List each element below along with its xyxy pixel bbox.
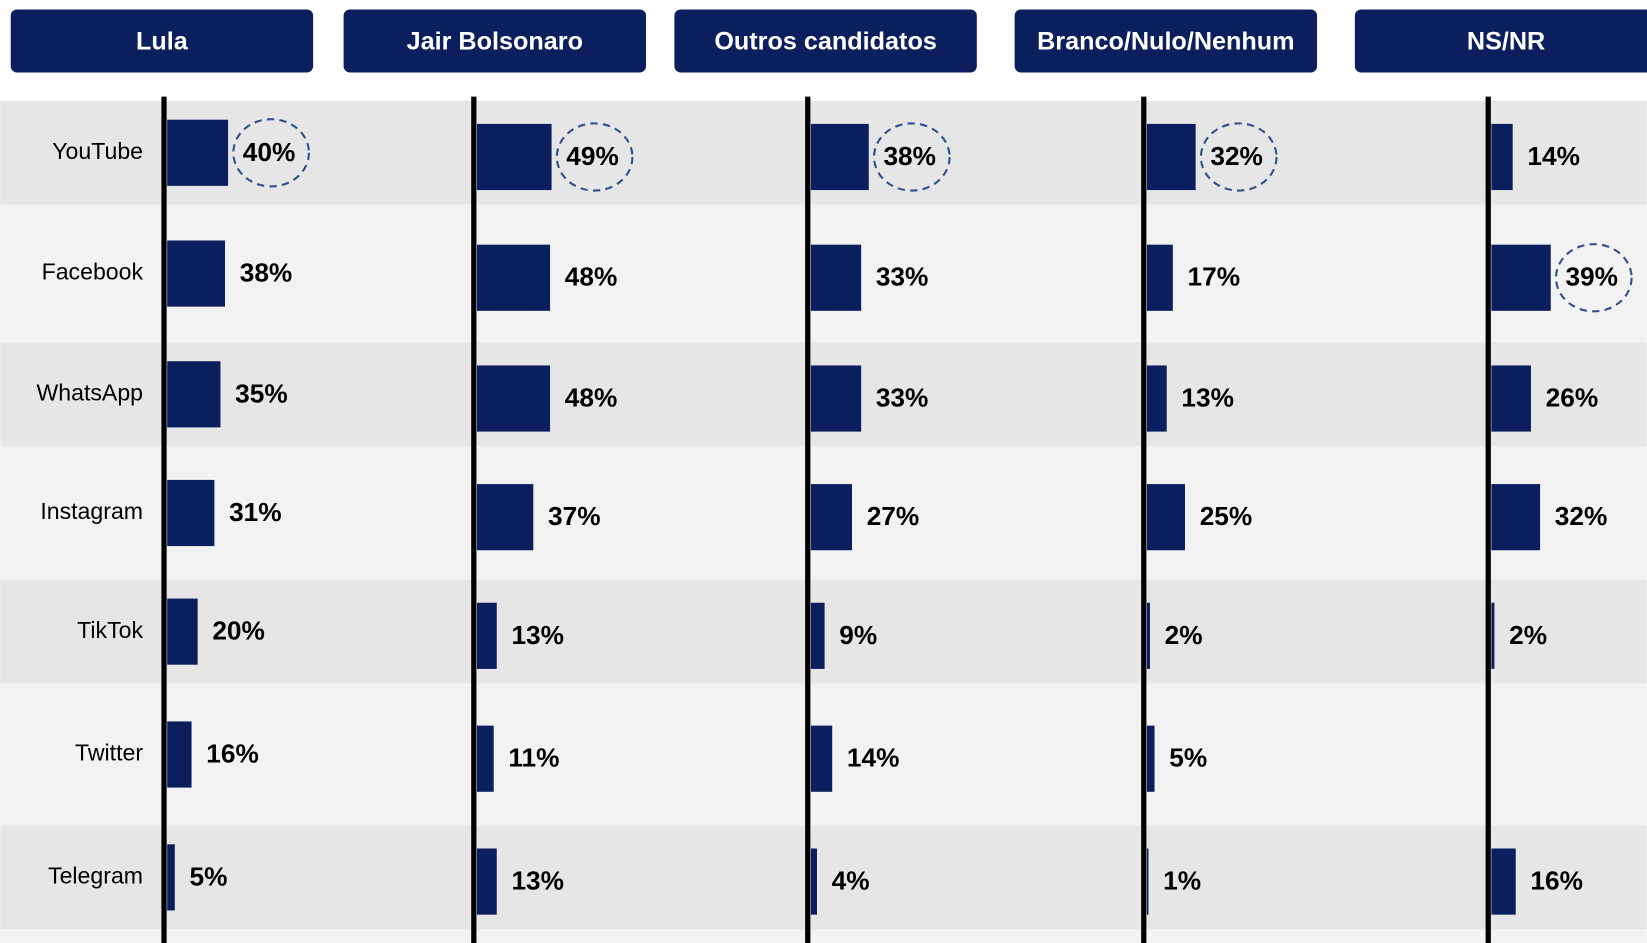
data-label: 5%: [189, 861, 227, 891]
data-label: 25%: [1200, 501, 1253, 531]
bar: [1146, 365, 1167, 432]
bar: [476, 602, 497, 669]
bar: [810, 123, 869, 191]
data-label: 48%: [565, 383, 618, 413]
bar: [1491, 848, 1516, 915]
data-label: 33%: [876, 262, 929, 292]
data-label: 20%: [212, 616, 265, 646]
highlight-circle: [232, 118, 310, 188]
panel-header: [674, 9, 977, 73]
legend-label: Lula: [136, 28, 189, 56]
bar: [167, 240, 226, 307]
bar: [476, 484, 534, 551]
bar: [476, 123, 552, 191]
data-label: 16%: [206, 738, 259, 768]
category-label: Facebook: [42, 259, 144, 285]
data-label: 2%: [1165, 620, 1203, 650]
bar: [167, 598, 198, 665]
highlight-circle: [555, 122, 634, 192]
data-label: 32%: [1210, 141, 1263, 171]
bar: [1146, 725, 1155, 792]
data-label: 11%: [508, 743, 559, 773]
bar: [476, 848, 497, 915]
data-label: 39%: [1565, 262, 1618, 292]
bar: [810, 365, 862, 432]
category-label: Instagram: [40, 498, 143, 524]
data-label: 13%: [511, 866, 564, 896]
data-label: 38%: [240, 258, 293, 288]
data-label: 48%: [565, 262, 618, 292]
legend-label: Outros candidatos: [714, 28, 937, 56]
data-label: 49%: [566, 141, 619, 171]
bar: [476, 365, 551, 432]
bar: [810, 602, 825, 669]
bar: [1491, 365, 1531, 432]
bar: [167, 361, 221, 428]
data-label: 32%: [1555, 501, 1608, 531]
data-label: 13%: [511, 620, 564, 650]
bar: [810, 484, 853, 551]
data-label: 13%: [1181, 383, 1234, 413]
legend-label: Jair Bolsonaro: [407, 28, 583, 56]
data-label: 1%: [1163, 866, 1201, 896]
bar: [1146, 848, 1149, 915]
category-label: YouTube: [52, 138, 143, 164]
bar: [167, 119, 229, 186]
highlight-circle: [872, 122, 951, 192]
highlight-circle: [1199, 122, 1278, 192]
data-label: 35%: [235, 378, 288, 408]
data-label: 33%: [876, 383, 929, 413]
data-label: 5%: [1169, 743, 1207, 773]
panel-header: [1354, 9, 1647, 73]
panel-header: [10, 9, 314, 73]
category-label: TikTok: [77, 617, 143, 643]
highlight-circle: [1554, 243, 1633, 313]
data-label: 14%: [847, 743, 900, 773]
bar: [1491, 123, 1513, 191]
data-label: 26%: [1546, 383, 1599, 413]
category-label: Twitter: [75, 740, 143, 766]
bar: [810, 244, 862, 311]
bar: [810, 725, 833, 792]
data-label: 9%: [839, 620, 877, 650]
data-label: 2%: [1509, 620, 1547, 650]
row-band: [0, 825, 1647, 930]
data-label: 27%: [867, 501, 920, 531]
bar: [476, 244, 551, 311]
bar: [1146, 244, 1173, 311]
data-label: 31%: [229, 497, 282, 527]
panel-header: [343, 9, 647, 73]
data-label: 16%: [1530, 866, 1583, 896]
legend-label: Branco/Nulo/Nenhum: [1037, 28, 1294, 56]
legend-label: NS/NR: [1467, 28, 1545, 56]
panel-header: [1014, 9, 1318, 73]
bar: [1146, 484, 1186, 551]
bar: [167, 721, 192, 788]
bar: [1491, 484, 1541, 551]
data-label: 14%: [1527, 141, 1580, 171]
bar: [1146, 123, 1196, 191]
data-label: 17%: [1188, 262, 1241, 292]
data-label: 38%: [883, 141, 936, 171]
bar: [1146, 602, 1150, 669]
data-label: 37%: [548, 501, 601, 531]
bar: [167, 844, 175, 911]
bar: [1491, 244, 1551, 311]
bar: [476, 725, 494, 792]
data-label: 4%: [832, 866, 870, 896]
bar: [167, 479, 215, 547]
bar: [810, 848, 817, 915]
row-band: [0, 929, 1647, 943]
bar: [1491, 602, 1495, 669]
category-label: WhatsApp: [36, 379, 143, 405]
category-label: Telegram: [48, 862, 143, 888]
data-label: 40%: [243, 137, 296, 167]
